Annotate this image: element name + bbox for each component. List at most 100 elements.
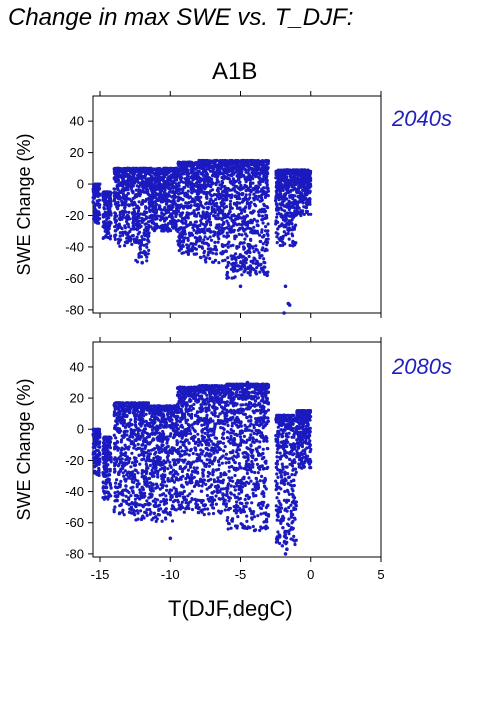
scatter-point: [142, 450, 146, 454]
scatter-point: [140, 447, 144, 451]
scatter-point: [164, 166, 168, 170]
scatter-point: [184, 201, 188, 205]
scatter-point: [213, 232, 217, 236]
scatter-point: [135, 223, 139, 227]
scatter-point: [190, 176, 194, 180]
scatter-point: [185, 243, 189, 247]
scatter-point: [120, 188, 124, 192]
scatter-point: [138, 247, 142, 251]
scatter-point: [255, 259, 259, 263]
scatter-point: [108, 473, 112, 477]
scatter-point: [291, 180, 295, 184]
scatter-point: [256, 210, 261, 214]
scatter-point: [229, 254, 233, 258]
scatter-point: [225, 162, 229, 166]
scatter-point: [102, 197, 107, 201]
scatter-point: [242, 215, 246, 219]
scatter-point: [247, 159, 251, 163]
scatter-point: [231, 177, 235, 181]
scatter-point: [232, 221, 237, 225]
scatter-point: [145, 242, 149, 246]
scatter-point: [143, 503, 147, 507]
scatter-point: [252, 198, 256, 202]
scatter-point: [248, 193, 252, 197]
scatter-point: [140, 458, 144, 462]
x-axis-label: T(DJF,degC): [168, 596, 293, 621]
scatter-point: [229, 168, 233, 172]
scatter-point: [160, 443, 164, 447]
scatter-point: [218, 172, 222, 176]
scatter-point: [238, 284, 243, 289]
scatter-point: [173, 176, 177, 180]
scatter-point: [203, 186, 207, 190]
scatter-point: [261, 235, 265, 239]
scatter-point: [202, 160, 207, 164]
scatter-point: [223, 212, 227, 216]
scatter-point: [170, 184, 174, 189]
y-tick-label: 0: [77, 422, 84, 437]
scatter-point: [308, 185, 312, 189]
scatter-point: [148, 209, 152, 214]
scatter-point: [131, 491, 135, 495]
scatter-point: [109, 234, 113, 238]
scatter-point: [107, 213, 111, 217]
scatter-points: [91, 158, 313, 315]
scatter-point: [126, 406, 130, 410]
y-tick-label: -80: [65, 546, 84, 561]
scatter-point: [106, 495, 110, 499]
scatter-point: [229, 199, 233, 203]
scatter-point: [226, 245, 230, 249]
scatter-point: [104, 485, 108, 490]
scatter-point: [177, 187, 181, 191]
scatter-point: [210, 177, 214, 181]
scatter-point: [242, 270, 246, 274]
scatter-point: [104, 235, 108, 239]
scatter-point: [145, 431, 149, 436]
scatter-point: [109, 204, 113, 208]
scatter-point: [266, 222, 270, 226]
scatter-point: [133, 194, 137, 198]
scatter-point: [305, 169, 309, 173]
scatter-point: [133, 213, 137, 217]
scatter-point: [118, 412, 122, 416]
scatter-point: [263, 166, 267, 170]
scatter-point: [178, 244, 182, 248]
scatter-point: [277, 176, 281, 180]
scatter-point: [187, 195, 192, 199]
scatter-point: [120, 199, 124, 203]
scatter-point: [220, 185, 224, 189]
scatter-point: [216, 217, 221, 221]
y-tick-label: -80: [65, 302, 84, 317]
scatter-point: [180, 251, 184, 255]
scatter-point: [249, 259, 253, 263]
scatter-point: [297, 190, 301, 195]
scatter-point: [114, 481, 118, 485]
scatter-point: [308, 202, 312, 206]
scatter-point: [136, 410, 140, 414]
scatter-point: [295, 187, 299, 191]
y-tick-label: -60: [65, 271, 84, 286]
scatter-point: [229, 179, 233, 183]
scatter-point: [247, 248, 251, 252]
scatter-point: [292, 194, 296, 198]
scatter-point: [103, 226, 107, 230]
scatter-point: [197, 207, 201, 211]
scatter-point: [101, 496, 105, 500]
scatter-point: [263, 159, 267, 163]
scatter-point: [180, 191, 185, 195]
scatter-point: [140, 235, 144, 239]
scatter-point: [131, 508, 135, 512]
scatter-point: [225, 192, 229, 196]
scatter-point: [133, 463, 138, 467]
scatter-point: [261, 162, 265, 166]
scatter-point: [95, 438, 99, 442]
scatter-point: [148, 193, 152, 198]
scatter-point: [149, 495, 153, 499]
scatter-point: [128, 421, 132, 425]
scatter-point: [102, 464, 106, 469]
scatter-point: [217, 261, 221, 265]
scatter-point: [116, 485, 120, 490]
scatter-point: [118, 231, 122, 235]
scatter-point: [127, 497, 131, 501]
scatter-point: [135, 485, 139, 489]
